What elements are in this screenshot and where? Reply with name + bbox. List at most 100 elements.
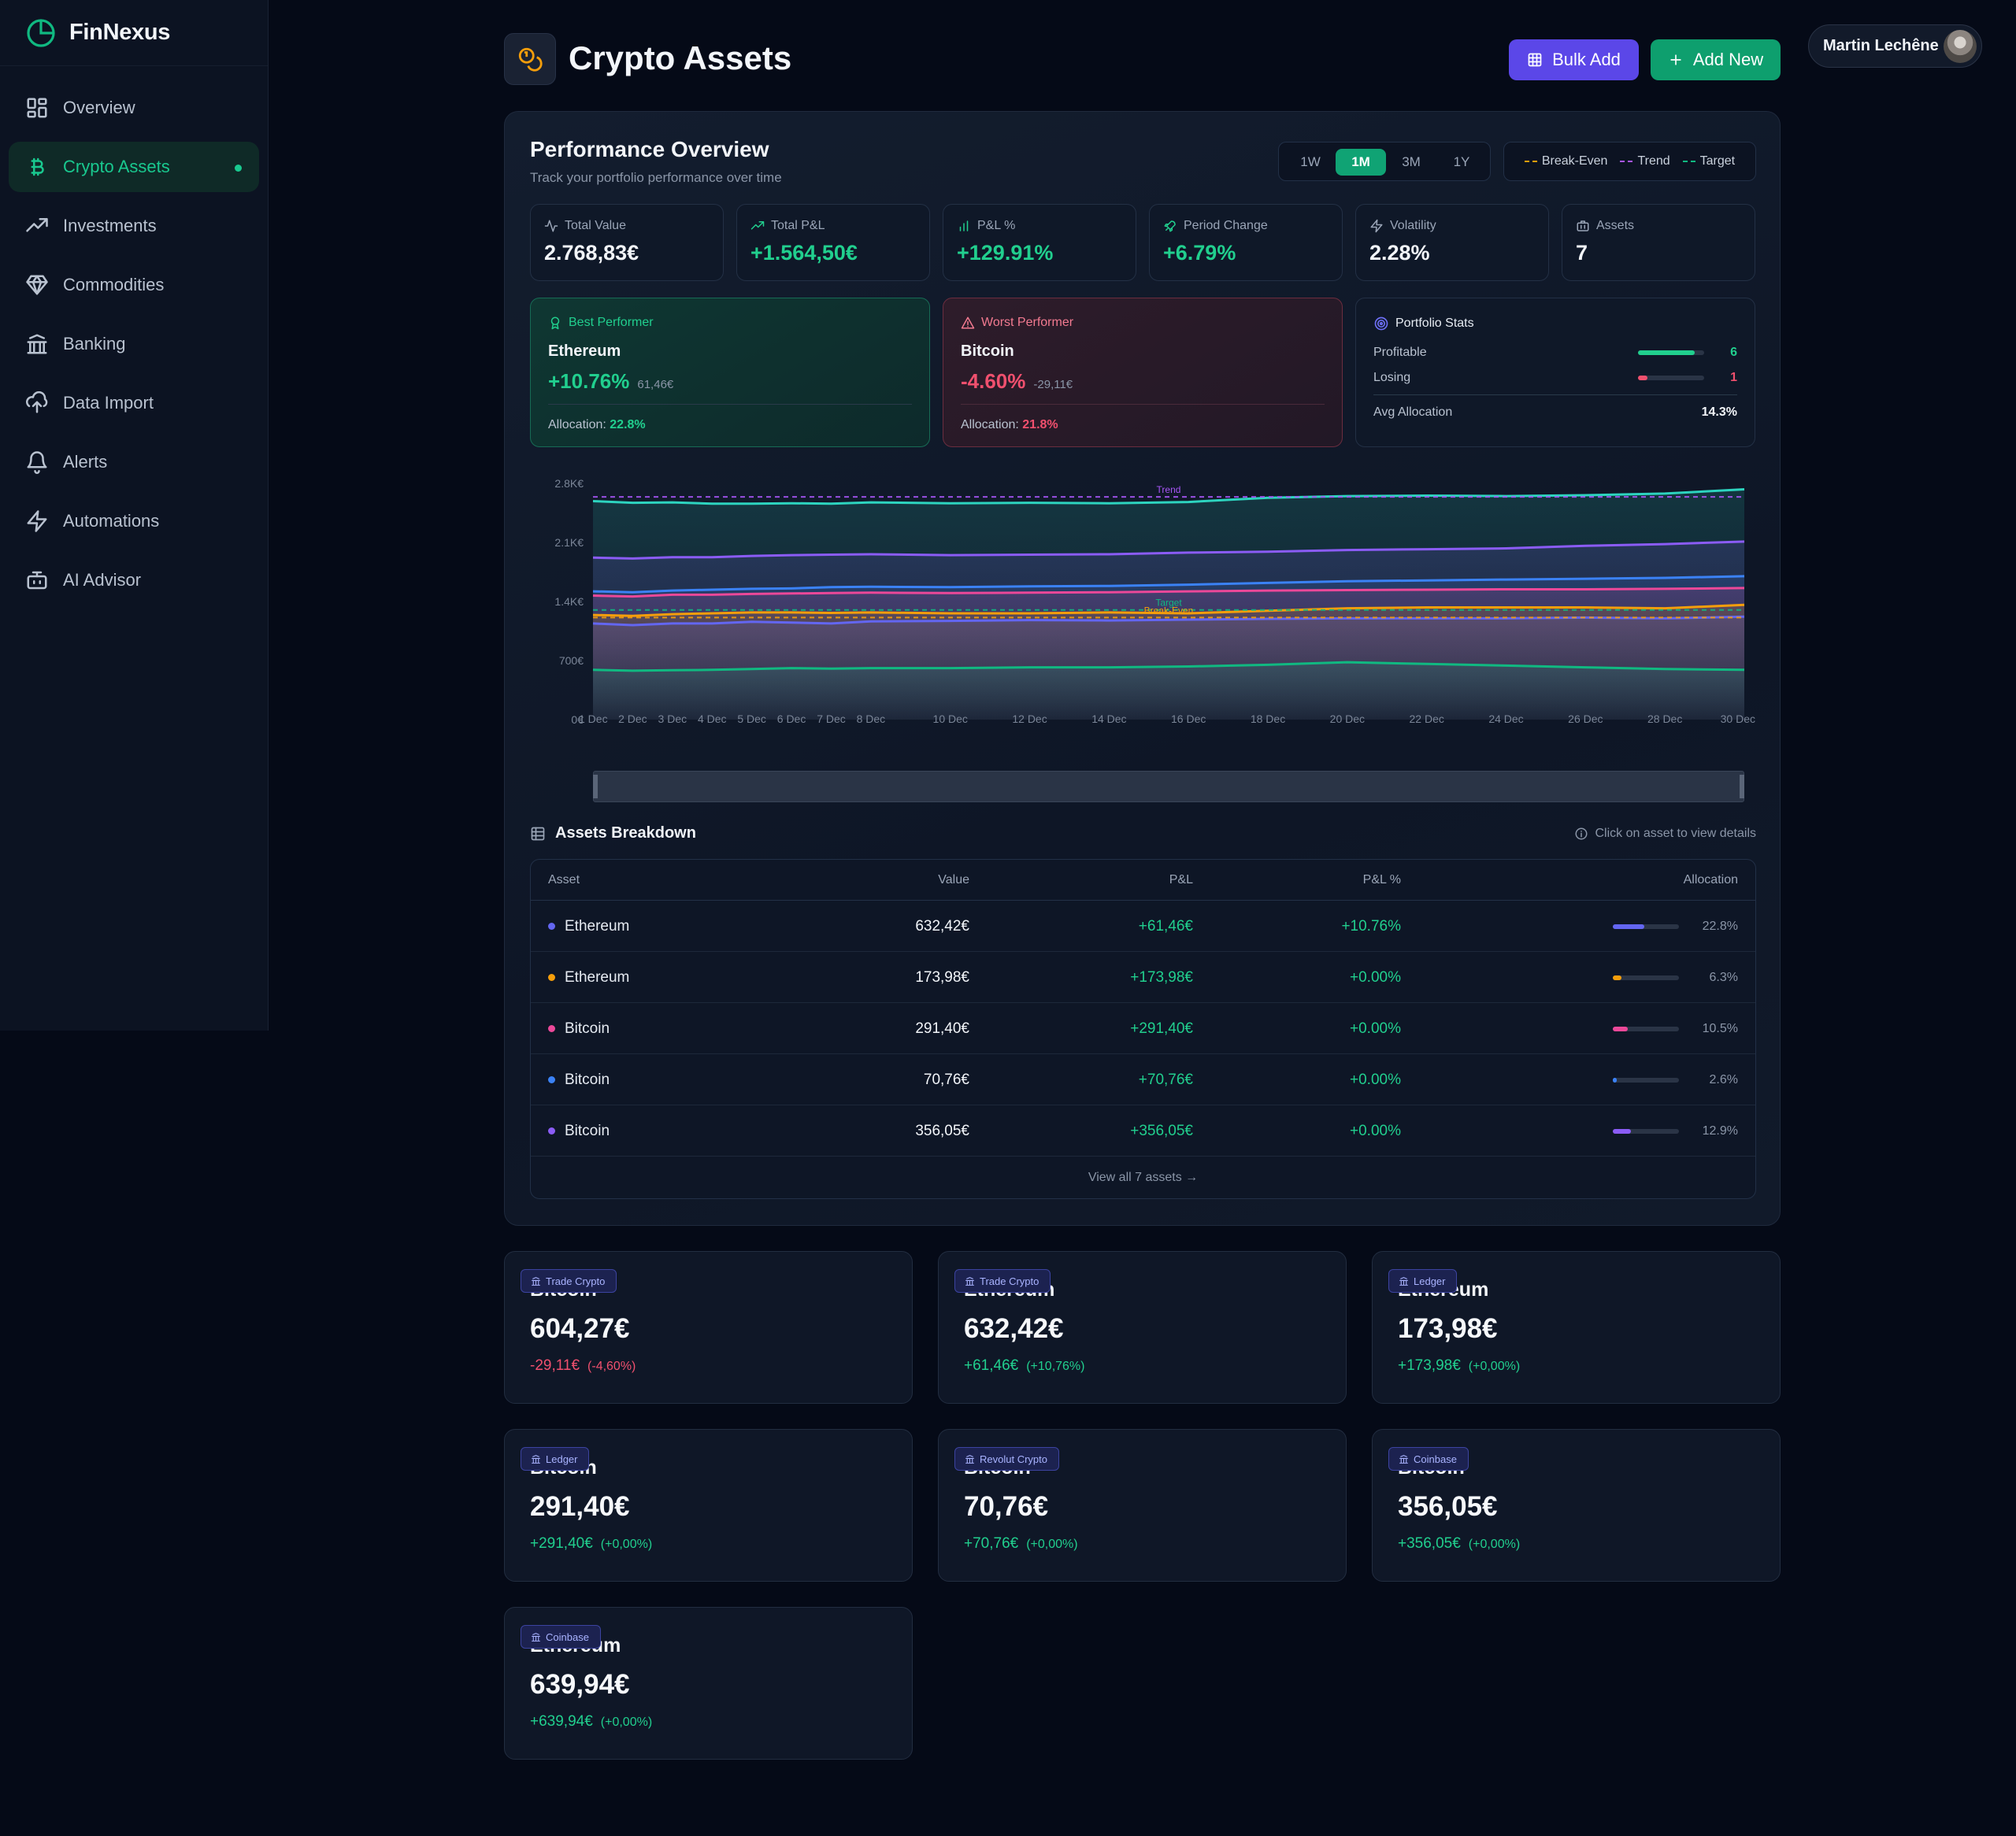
bulk-add-button[interactable]: Bulk Add	[1509, 39, 1639, 80]
asset-card[interactable]: EthereumTrade Crypto632,42€+61,46€(+10,7…	[938, 1251, 1347, 1404]
sidebar-item-label: Automations	[63, 511, 160, 531]
app-logo[interactable]: FinNexus	[0, 0, 268, 66]
asset-card[interactable]: EthereumCoinbase639,94€+639,94€(+0,00%)	[504, 1607, 913, 1760]
x-tick-label: 12 Dec	[1012, 713, 1047, 725]
col-asset[interactable]: Asset	[548, 873, 580, 887]
x-tick-label: 8 Dec	[857, 713, 886, 725]
performance-chart[interactable]: 0€ 700€ 1.4K€ 2.1K€ 2.8K€ Trend TargetBreak-Ev…	[536, 466, 1757, 726]
stat-pl-percent: P&L % +129.91%	[943, 204, 1136, 281]
range-3m[interactable]: 3M	[1402, 154, 1421, 169]
col-pl[interactable]: P&L	[1169, 873, 1193, 887]
asset-card-value: 70,76€	[964, 1491, 1049, 1522]
add-new-button[interactable]: Add New	[1651, 39, 1781, 80]
table-row[interactable]: Bitcoin 70,76€ +70,76€ +0.00% 2.6%	[531, 1054, 1755, 1105]
x-tick-label: 6 Dec	[777, 713, 806, 725]
x-tick-label: 20 Dec	[1330, 713, 1365, 725]
divider	[1373, 394, 1737, 395]
performance-subtitle: Track your portfolio performance over ti…	[530, 170, 782, 185]
user-menu[interactable]: Martin Lechêne	[1808, 24, 1982, 68]
sidebar-item-commodities[interactable]: Commodities	[9, 260, 259, 310]
view-all-assets-link[interactable]: View all 7 assets →	[1088, 1171, 1199, 1184]
cell-asset: Bitcoin	[548, 1054, 610, 1105]
range-1y[interactable]: 1Y	[1453, 154, 1470, 169]
sidebar-item-banking[interactable]: Banking	[9, 319, 259, 369]
avg-allocation-row: Avg Allocation 14.3%	[1373, 405, 1737, 419]
sidebar-item-overview[interactable]: Overview	[9, 83, 259, 133]
legend-target[interactable]: Target	[1682, 154, 1735, 168]
range-1w[interactable]: 1W	[1300, 154, 1321, 169]
asset-color-dot	[548, 923, 555, 930]
sidebar-item-automations[interactable]: Automations	[9, 496, 259, 546]
col-pl-percent[interactable]: P&L %	[1362, 873, 1401, 887]
assets-breakdown-hint: Click on asset to view details	[1574, 827, 1756, 841]
range-1m[interactable]: 1M	[1336, 149, 1386, 176]
cell-pl-percent: +0.00%	[1350, 1072, 1401, 1088]
sidebar-item-label: Overview	[63, 98, 135, 117]
x-tick-label: 30 Dec	[1721, 713, 1755, 725]
stat-value: 2.768,83€	[544, 241, 639, 265]
best-performer-allocation: Allocation: 22.8%	[548, 418, 646, 431]
bank-icon	[532, 1276, 540, 1286]
reference-line-label: Break-Even	[1144, 605, 1194, 616]
legend-break-even[interactable]: Break-Even	[1524, 154, 1607, 168]
asset-color-dot	[548, 1025, 555, 1032]
active-indicator-dot	[235, 165, 242, 172]
asset-card[interactable]: EthereumLedger173,98€+173,98€(+0,00%)	[1372, 1251, 1781, 1404]
best-performer-change: +10.76% 61,46€	[548, 369, 674, 393]
asset-card-value: 632,42€	[964, 1313, 1064, 1344]
x-tick-label: 1 Dec	[579, 713, 608, 725]
asset-card-change: +639,94€ (+0,00%)	[530, 1713, 653, 1730]
allocation-bar	[1613, 1078, 1679, 1083]
sidebar-item-crypto-assets[interactable]: Crypto Assets	[9, 142, 259, 192]
best-performer-card[interactable]: Best Performer Ethereum +10.76% 61,46€ Al…	[530, 298, 930, 447]
table-row[interactable]: Bitcoin 356,05€ +356,05€ +0.00% 12.9%	[531, 1105, 1755, 1157]
profitable-row: Profitable 6	[1373, 346, 1737, 359]
stat-value: 2.28%	[1369, 241, 1430, 265]
table-row[interactable]: Bitcoin 291,40€ +291,40€ +0.00% 10.5%	[531, 1003, 1755, 1054]
cell-asset: Bitcoin	[548, 1003, 610, 1054]
asset-card[interactable]: BitcoinTrade Crypto604,27€-29,11€(-4,60%…	[504, 1251, 913, 1404]
series-line	[592, 661, 1745, 672]
target-icon	[1374, 316, 1388, 331]
page-title: Crypto Assets	[569, 39, 792, 76]
series-line	[592, 540, 1745, 560]
sidebar-item-label: Alerts	[63, 452, 108, 472]
asset-source-badge: Ledger	[1388, 1269, 1458, 1293]
x-tick-label: 4 Dec	[698, 713, 727, 725]
bot-icon	[27, 571, 47, 590]
sidebar-item-label: Crypto Assets	[63, 157, 170, 176]
sidebar: FinNexus Overview Crypto Assets Investme…	[0, 0, 269, 1031]
cell-pl-percent: +10.76%	[1341, 918, 1401, 935]
asset-card[interactable]: BitcoinRevolut Crypto70,76€+70,76€(+0,00…	[938, 1429, 1347, 1582]
bank-icon	[532, 1632, 540, 1642]
sidebar-item-alerts[interactable]: Alerts	[9, 437, 259, 487]
x-tick-label: 3 Dec	[658, 713, 687, 725]
col-allocation[interactable]: Allocation	[1683, 873, 1738, 887]
sidebar-item-data-import[interactable]: Data Import	[9, 378, 259, 428]
series-line	[592, 615, 1745, 627]
cloud-upload-icon	[26, 391, 48, 413]
cell-pl-percent: +0.00%	[1350, 969, 1401, 986]
series-line	[592, 575, 1745, 594]
cell-value: 173,98€	[915, 969, 969, 986]
legend-trend[interactable]: Trend	[1620, 154, 1670, 168]
asset-card[interactable]: BitcoinLedger291,40€+291,40€(+0,00%)	[504, 1429, 913, 1582]
cell-value: 291,40€	[915, 1020, 969, 1037]
asset-card[interactable]: BitcoinCoinbase356,05€+356,05€(+0,00%)	[1372, 1429, 1781, 1582]
sidebar-item-investments[interactable]: Investments	[9, 201, 259, 251]
chart-range-scrollbar[interactable]	[593, 771, 1744, 802]
trending-up-icon	[750, 221, 765, 230]
asset-card-change: -29,11€ (-4,60%)	[530, 1357, 636, 1374]
y-tick-label: 0€	[571, 713, 584, 726]
sidebar-nav: Overview Crypto Assets Investments Commo…	[0, 66, 268, 605]
y-tick-label: 2.8K€	[554, 477, 584, 490]
plus-icon	[1670, 54, 1681, 65]
sidebar-item-ai-advisor[interactable]: AI Advisor	[9, 555, 259, 605]
bank-icon	[1399, 1454, 1408, 1464]
table-row[interactable]: Ethereum 173,98€ +173,98€ +0.00% 6.3%	[531, 952, 1755, 1003]
table-row[interactable]: Ethereum 632,42€ +61,46€ +10.76% 22.8%	[531, 901, 1755, 952]
performance-panel: Performance Overview Track your portfoli…	[504, 111, 1781, 1226]
col-value[interactable]: Value	[938, 873, 969, 887]
trending-up-icon	[26, 218, 48, 232]
worst-performer-card[interactable]: Worst Performer Bitcoin -4.60% -29,11€ Al…	[943, 298, 1343, 447]
